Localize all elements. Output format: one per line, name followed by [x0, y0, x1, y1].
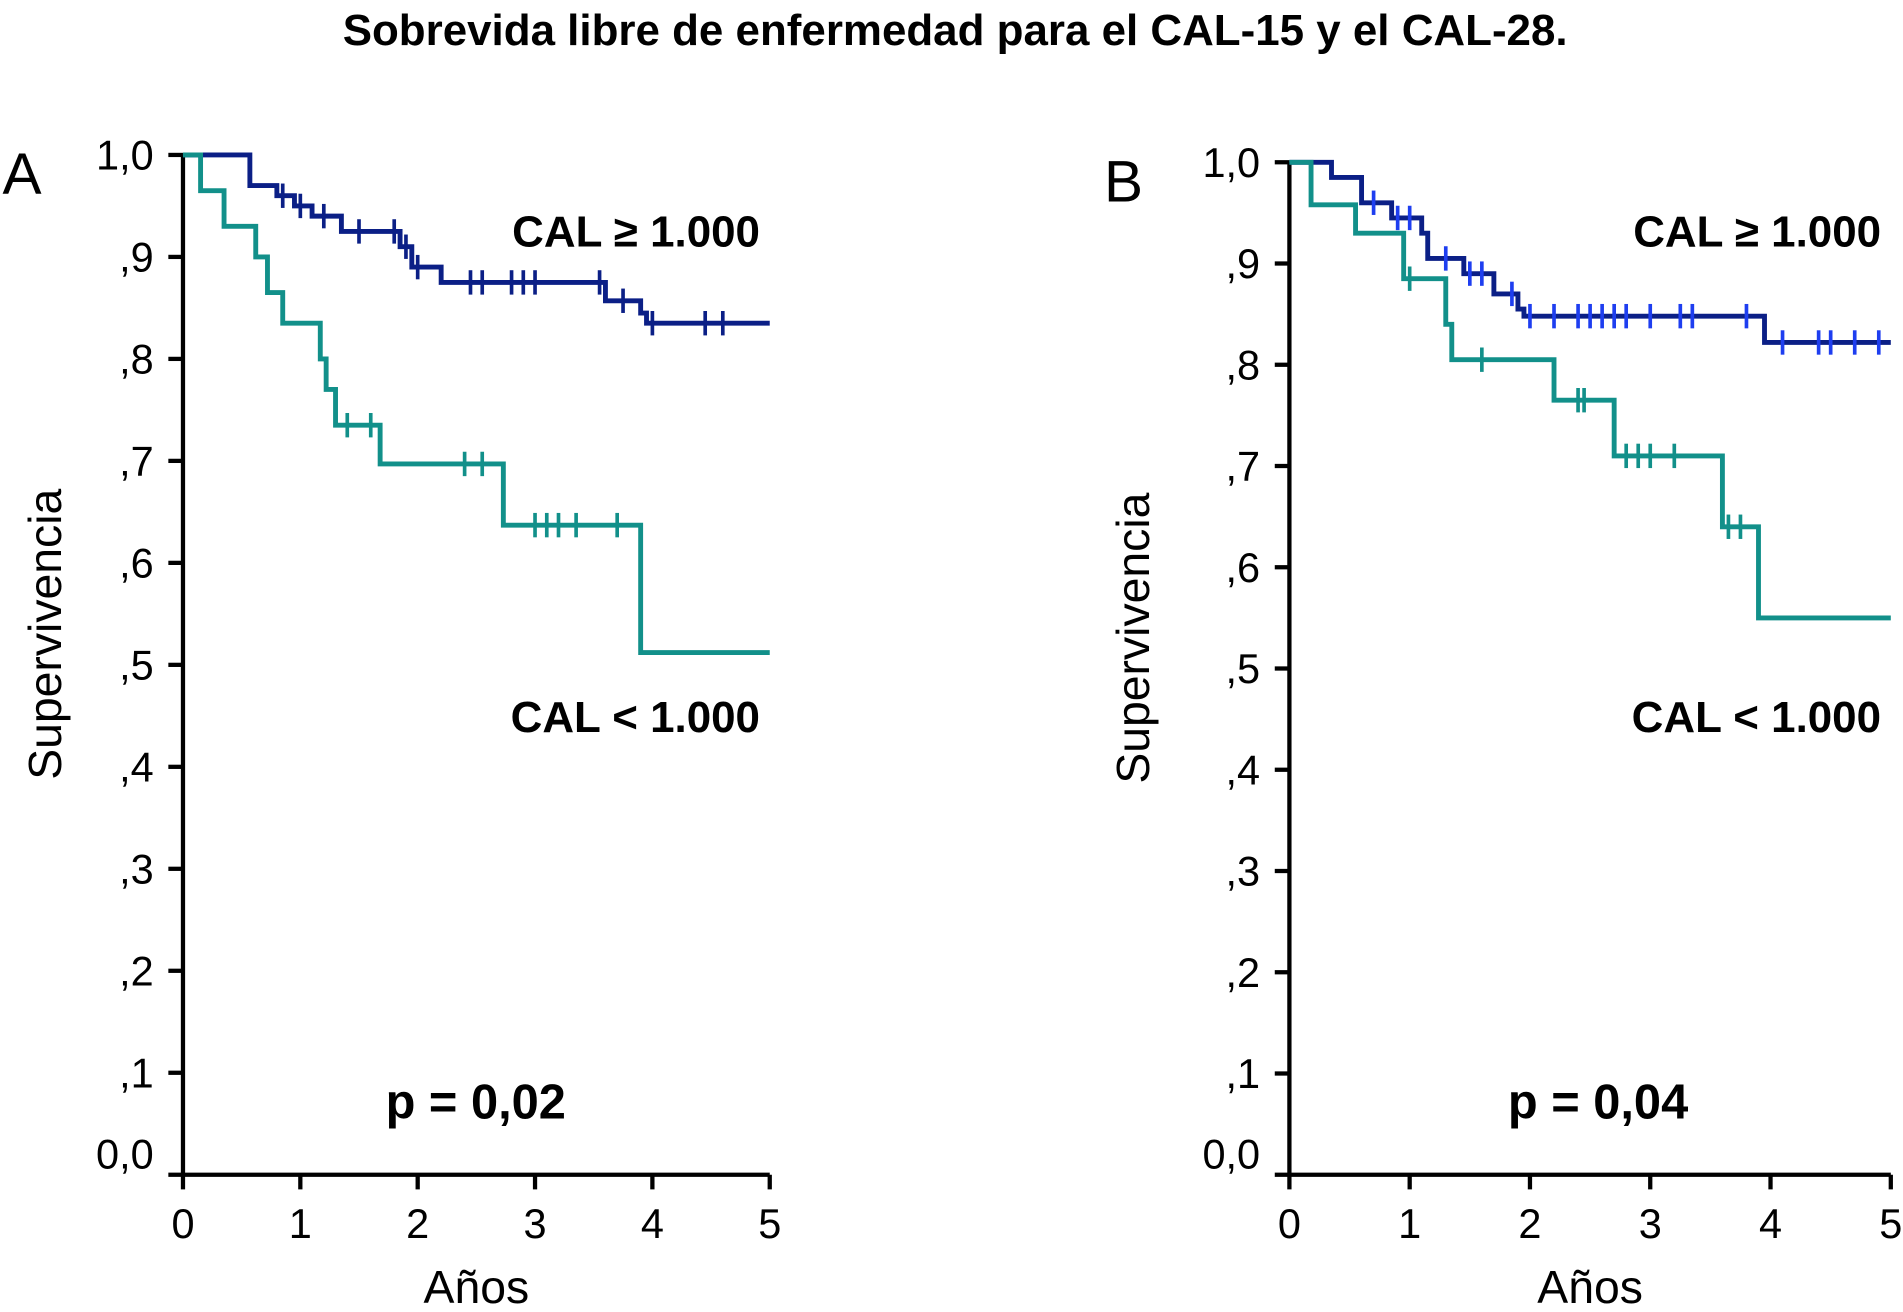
- y-tick-label: ,2: [1226, 949, 1261, 996]
- y-tick-label: ,1: [1226, 1050, 1261, 1097]
- high-group-label: CAL ≥ 1.000: [1633, 207, 1881, 256]
- y-tick-label: ,5: [119, 641, 154, 688]
- x-axis-label: Años: [424, 1261, 530, 1312]
- survival-curve: [182, 152, 770, 656]
- panel-letter: B: [1104, 149, 1143, 214]
- y-tick-label: 0,0: [96, 1131, 154, 1178]
- y-tick-label: ,8: [1226, 341, 1261, 388]
- x-tick-label: 3: [523, 1200, 546, 1247]
- x-tick-label: 3: [1639, 1200, 1662, 1247]
- y-tick-label: ,8: [119, 336, 154, 383]
- survival-curve: [1289, 159, 1891, 621]
- y-tick-label: ,4: [119, 743, 154, 790]
- y-tick-label: ,7: [1226, 443, 1261, 490]
- high-group-label: CAL ≥ 1.000: [512, 207, 760, 256]
- series-high: [182, 152, 770, 336]
- y-tick-label: ,6: [1226, 544, 1261, 591]
- x-tick-label: 5: [1879, 1200, 1902, 1247]
- x-tick-label: 2: [406, 1200, 429, 1247]
- y-tick-label: ,6: [119, 540, 154, 587]
- x-tick-label: 2: [1518, 1200, 1541, 1247]
- y-tick-label: ,9: [1226, 240, 1261, 287]
- panel-A: A 0,0 ,1 ,2 ,3 ,4 ,5 ,6 ,7 ,8 ,9 1,0 0 1 2 3 4 5 Años Super…: [2, 132, 781, 1312]
- x-tick-label: 0: [171, 1200, 194, 1247]
- y-axis-label: Supervivencia: [1107, 492, 1159, 783]
- y-tick-label: ,7: [119, 438, 154, 485]
- series-low: [1289, 159, 1891, 621]
- x-tick-label: 1: [289, 1200, 312, 1247]
- x-tick-label: 4: [641, 1200, 664, 1247]
- p-value: p = 0,04: [1508, 1076, 1688, 1130]
- low-group-label: CAL < 1.000: [1632, 693, 1881, 742]
- panel-B: B 0,0 ,1 ,2 ,3 ,4 ,5 ,6 ,7 ,8 ,9 1,0 0 1 2 3 4 5 Años Super…: [1104, 139, 1902, 1312]
- survival-curve: [182, 152, 770, 326]
- p-value: p = 0,02: [386, 1076, 566, 1130]
- series-low: [182, 152, 770, 656]
- x-tick-label: 1: [1398, 1200, 1421, 1247]
- y-tick-label: ,3: [119, 845, 154, 892]
- figure-title: Sobrevida libre de enfermedad para el CA…: [343, 6, 1568, 55]
- y-tick-label: ,2: [119, 947, 154, 994]
- y-tick-label: 1,0: [1202, 139, 1260, 186]
- x-tick-label: 0: [1278, 1200, 1301, 1247]
- y-tick-label: 1,0: [96, 132, 154, 179]
- y-axis-label: Supervivencia: [19, 488, 71, 779]
- x-axis-label: Años: [1537, 1261, 1643, 1312]
- y-tick-label: ,9: [119, 234, 154, 281]
- y-tick-label: 0,0: [1202, 1131, 1260, 1178]
- x-tick-label: 5: [758, 1200, 781, 1247]
- y-tick-label: ,3: [1226, 848, 1261, 895]
- y-tick-label: ,4: [1226, 746, 1261, 793]
- low-group-label: CAL < 1.000: [511, 693, 760, 742]
- y-tick-label: ,1: [119, 1049, 154, 1096]
- series-high: [1289, 159, 1891, 355]
- x-tick-label: 4: [1759, 1200, 1782, 1247]
- panel-letter: A: [2, 142, 41, 207]
- y-tick-label: ,5: [1226, 645, 1261, 692]
